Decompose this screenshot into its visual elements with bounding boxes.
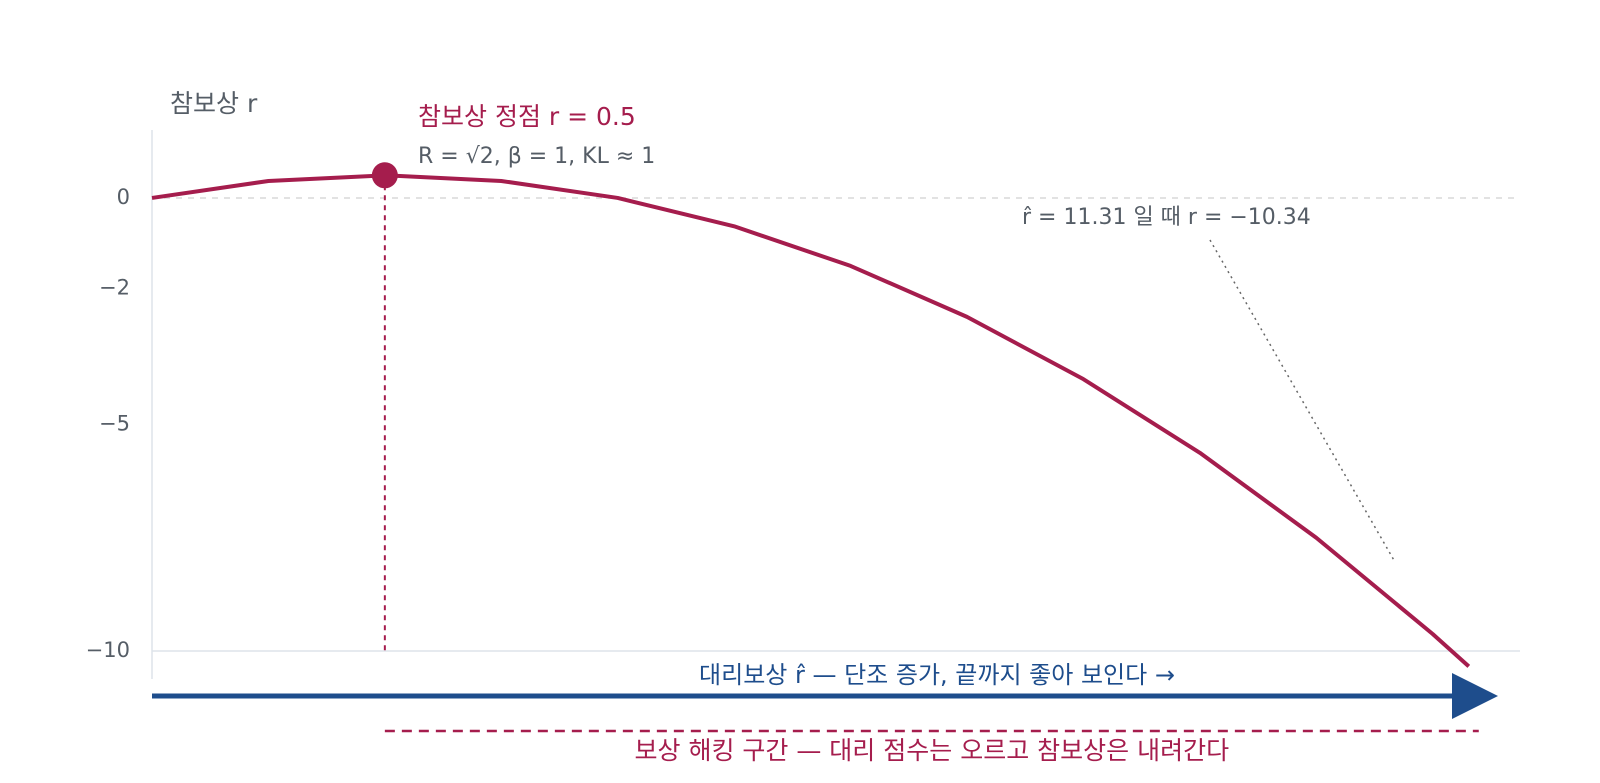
proxy-arrowhead — [1452, 673, 1498, 719]
peak-point — [371, 162, 398, 189]
hacking-zone-label: 보상 해킹 구간 — 대리 점수는 오르고 참보상은 내려간다 — [635, 736, 1230, 765]
y-tick-label: −5 — [99, 411, 130, 435]
y-axis-label: 참보상 r — [170, 89, 258, 118]
peak-detail: R = √2, β = 1, KL ≈ 1 — [418, 144, 655, 169]
proxy-label: 대리보상 r̂ — 단조 증가, 끝까지 좋아 보인다 → — [699, 661, 1175, 689]
y-tick-label: −2 — [99, 276, 130, 300]
y-tick-label: 0 — [117, 185, 130, 209]
peak-title: 참보상 정점 r = 0.5 — [418, 102, 636, 131]
line-series — [151, 173, 1471, 668]
y-tick-label: −10 — [86, 638, 130, 662]
leader-line — [1209, 239, 1396, 563]
end-note: r̂ = 11.31 일 때 r = −10.34 — [1022, 205, 1311, 230]
